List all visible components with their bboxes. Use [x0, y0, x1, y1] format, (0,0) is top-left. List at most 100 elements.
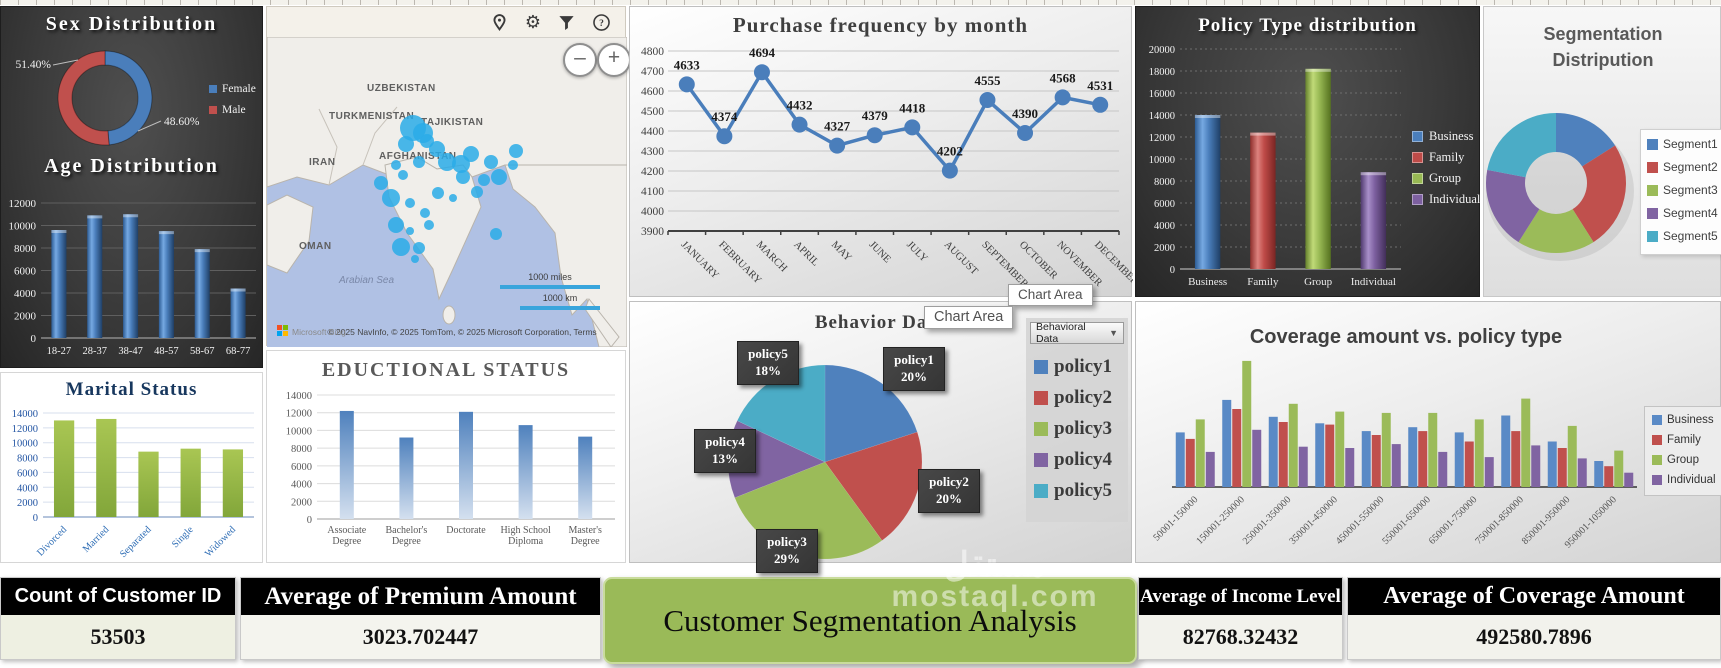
- map-bubble[interactable]: [398, 170, 408, 180]
- bar-750001-850000-Family[interactable]: [1511, 431, 1521, 487]
- bar-150001-250000-Individual[interactable]: [1252, 429, 1262, 487]
- bar-Group[interactable]: [1305, 68, 1331, 269]
- bar-850001-950000-Family[interactable]: [1557, 448, 1567, 487]
- legend-item-Family[interactable]: Family: [1412, 150, 1480, 165]
- map-bubble[interactable]: [398, 136, 414, 152]
- bar-650001-750000-Business[interactable]: [1454, 432, 1464, 487]
- map-bubble[interactable]: [392, 238, 410, 256]
- map-bubble[interactable]: [491, 169, 507, 185]
- bar-450001-550000-Business[interactable]: [1361, 431, 1371, 487]
- donut-slice-Segment1[interactable]: [1556, 113, 1616, 167]
- bar-850001-950000-Group[interactable]: [1567, 425, 1577, 487]
- legend-item-policy3[interactable]: policy3: [1034, 418, 1128, 440]
- legend-item-Segment1[interactable]: Segment1: [1647, 137, 1721, 151]
- bar-550001-650000-Group[interactable]: [1428, 412, 1438, 487]
- bar-Widowed[interactable]: [222, 449, 244, 517]
- data-point-AUGUST[interactable]: [941, 162, 958, 179]
- legend-item-Group[interactable]: Group: [1652, 454, 1721, 466]
- data-point-APRIL[interactable]: [791, 116, 808, 133]
- bar-450001-550000-Individual[interactable]: [1391, 444, 1401, 487]
- bar-550001-650000-Individual[interactable]: [1438, 451, 1448, 487]
- data-point-JANUARY[interactable]: [678, 76, 695, 93]
- bar-18-27[interactable]: [51, 230, 67, 338]
- bar-450001-550000-Family[interactable]: [1371, 435, 1381, 487]
- bar-150001-250000-Business[interactable]: [1222, 399, 1232, 487]
- bar-150001-250000-Family[interactable]: [1232, 409, 1242, 487]
- map-bubble[interactable]: [420, 208, 430, 218]
- map-bubble[interactable]: [490, 228, 502, 240]
- bar-350001-450000-Business[interactable]: [1315, 423, 1325, 487]
- data-point-MARCH[interactable]: [753, 64, 770, 81]
- bar-High School Diploma[interactable]: [518, 425, 533, 519]
- bar-Separated[interactable]: [138, 451, 159, 517]
- bar-750001-850000-Individual[interactable]: [1531, 445, 1541, 487]
- map-bubble[interactable]: [429, 141, 445, 157]
- bar-68-77[interactable]: [230, 288, 246, 339]
- map-bubble[interactable]: [509, 144, 523, 158]
- behavioral-data-dropdown[interactable]: Behavioral Data ▼: [1030, 321, 1124, 345]
- bar-550001-650000-Family[interactable]: [1418, 431, 1428, 487]
- bar-50001-150000-Business[interactable]: [1175, 432, 1185, 487]
- map-bubble[interactable]: [456, 170, 470, 184]
- bar-550001-650000-Business[interactable]: [1408, 427, 1418, 487]
- data-point-DECEMBER[interactable]: [1092, 96, 1109, 113]
- legend-item-Segment2[interactable]: Segment2: [1647, 160, 1721, 174]
- legend-item-Segment5[interactable]: Segment5: [1647, 229, 1721, 243]
- bar-Associate Degree[interactable]: [339, 410, 354, 519]
- bar-950001-1050000-Group[interactable]: [1614, 450, 1624, 487]
- pie-slice-policy1[interactable]: [824, 364, 918, 463]
- line-series[interactable]: [685, 70, 1101, 173]
- bar-650001-750000-Individual[interactable]: [1484, 457, 1494, 487]
- legend-item-Male[interactable]: Male: [209, 104, 256, 116]
- bar-50001-150000-Family[interactable]: [1185, 438, 1195, 487]
- bar-Married[interactable]: [96, 418, 117, 517]
- bar-50001-150000-Individual[interactable]: [1205, 451, 1215, 487]
- legend-item-policy4[interactable]: policy4: [1034, 449, 1128, 471]
- map-bubble[interactable]: [374, 176, 388, 190]
- bar-50001-150000-Group[interactable]: [1195, 419, 1205, 487]
- data-point-JULY[interactable]: [904, 119, 921, 136]
- bar-350001-450000-Family[interactable]: [1325, 424, 1335, 487]
- legend-item-Business[interactable]: Business: [1652, 414, 1721, 426]
- bar-Family[interactable]: [1250, 132, 1276, 269]
- data-point-NOVEMBER[interactable]: [1054, 89, 1071, 106]
- map-bubble[interactable]: [388, 217, 404, 233]
- map-zoom-out-button[interactable]: –: [563, 43, 597, 77]
- bar-950001-1050000-Individual[interactable]: [1624, 472, 1634, 487]
- data-point-MAY[interactable]: [829, 137, 846, 154]
- legend-item-policy5[interactable]: policy5: [1034, 480, 1128, 502]
- donut-slice-Female[interactable]: [104, 50, 153, 146]
- map-bubble[interactable]: [424, 220, 434, 230]
- bar-Doctorate[interactable]: [459, 411, 473, 519]
- data-point-JUNE[interactable]: [866, 127, 883, 144]
- bar-250001-350000-Individual[interactable]: [1298, 446, 1308, 487]
- settings-gear-icon[interactable]: ⚙: [524, 11, 541, 33]
- map-bubble[interactable]: [391, 160, 401, 170]
- legend-item-Group[interactable]: Group: [1412, 171, 1480, 186]
- map-bubble[interactable]: [413, 156, 425, 168]
- map-bubble[interactable]: [432, 187, 444, 199]
- bar-28-37[interactable]: [87, 215, 103, 338]
- bar-58-67[interactable]: [194, 249, 210, 338]
- bar-950001-1050000-Business[interactable]: [1594, 461, 1604, 487]
- map-zoom-in-button[interactable]: +: [597, 43, 631, 77]
- legend-item-policy2[interactable]: policy2: [1034, 387, 1128, 409]
- bar-Single[interactable]: [180, 448, 201, 517]
- data-point-SEPTEMBER[interactable]: [979, 92, 996, 108]
- bar-250001-350000-Business[interactable]: [1268, 416, 1278, 487]
- data-point-OCTOBER[interactable]: [1017, 125, 1034, 141]
- map-bubble[interactable]: [471, 186, 483, 198]
- bar-750001-850000-Group[interactable]: [1521, 398, 1531, 487]
- pie-slice-policy2[interactable]: [824, 431, 923, 541]
- map-bubble[interactable]: [438, 153, 456, 171]
- bar-650001-750000-Group[interactable]: [1474, 419, 1484, 487]
- bar-Individual[interactable]: [1360, 172, 1387, 269]
- legend-item-Female[interactable]: Female: [209, 83, 256, 95]
- legend-item-Business[interactable]: Business: [1412, 129, 1480, 144]
- legend-item-Segment4[interactable]: Segment4: [1647, 206, 1721, 220]
- donut-slice-Segment2[interactable]: [1572, 145, 1626, 243]
- bar-650001-750000-Family[interactable]: [1464, 441, 1474, 488]
- bar-450001-550000-Group[interactable]: [1381, 412, 1391, 487]
- bar-350001-450000-Individual[interactable]: [1345, 448, 1355, 487]
- map-bubble[interactable]: [478, 174, 490, 186]
